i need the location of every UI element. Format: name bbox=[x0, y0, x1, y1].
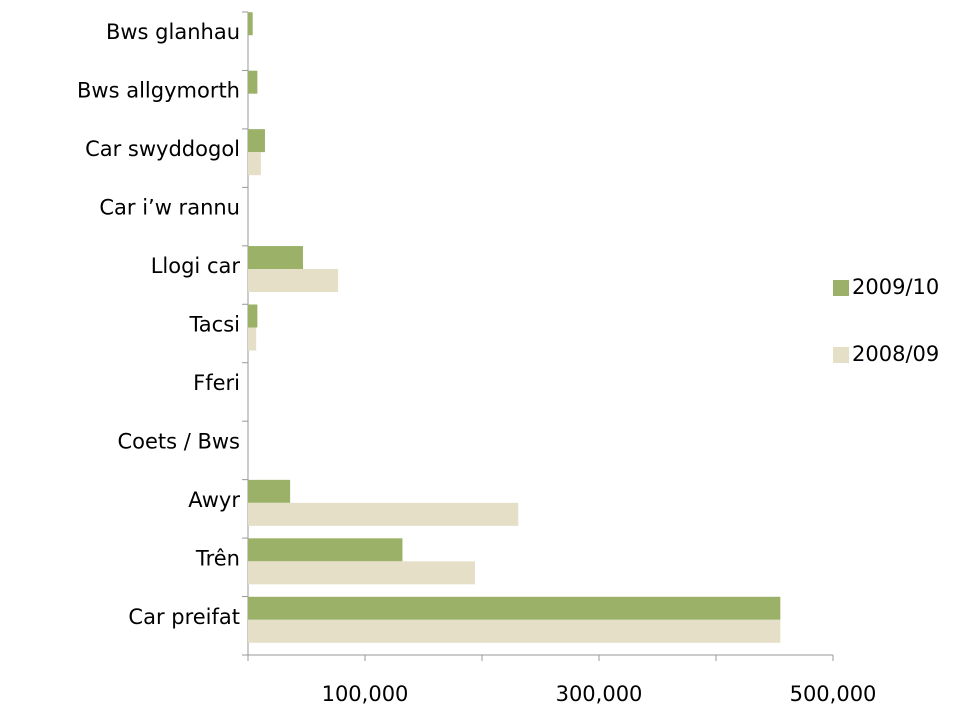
y-tick-label: Awyr bbox=[188, 488, 240, 512]
bar bbox=[248, 129, 265, 153]
y-tick-label: Car i’w rannu bbox=[99, 196, 240, 220]
bar bbox=[248, 152, 261, 176]
y-tick-label: Bws glanhau bbox=[106, 20, 240, 44]
y-tick-label: Bws allgymorth bbox=[77, 79, 240, 103]
bar bbox=[248, 246, 303, 270]
bar bbox=[248, 479, 291, 503]
legend-label: 2009/10 bbox=[852, 275, 939, 299]
x-tick-label: 300,000 bbox=[556, 682, 643, 706]
y-tick-label: Tacsi bbox=[188, 313, 240, 337]
bar bbox=[248, 561, 475, 585]
x-tick-label: 500,000 bbox=[790, 682, 877, 706]
bar bbox=[248, 327, 257, 351]
legend-swatch bbox=[833, 280, 849, 296]
bar bbox=[248, 70, 258, 94]
bar bbox=[248, 502, 519, 526]
bar bbox=[248, 269, 339, 293]
y-tick-label: Trên bbox=[195, 546, 240, 570]
x-tick-label: 100,000 bbox=[322, 682, 409, 706]
bar bbox=[248, 538, 403, 562]
bar bbox=[248, 619, 781, 643]
legend-swatch bbox=[833, 347, 849, 363]
y-tick-label: Llogi car bbox=[151, 254, 241, 278]
y-tick-label: Fferi bbox=[193, 371, 240, 395]
bar bbox=[248, 304, 258, 328]
bar bbox=[248, 12, 253, 36]
legend-label: 2008/09 bbox=[852, 342, 939, 366]
bar bbox=[248, 596, 781, 620]
y-tick-label: Coets / Bws bbox=[117, 429, 240, 453]
y-tick-label: Car preifat bbox=[128, 605, 240, 629]
y-tick-label: Car swyddogol bbox=[85, 137, 240, 161]
